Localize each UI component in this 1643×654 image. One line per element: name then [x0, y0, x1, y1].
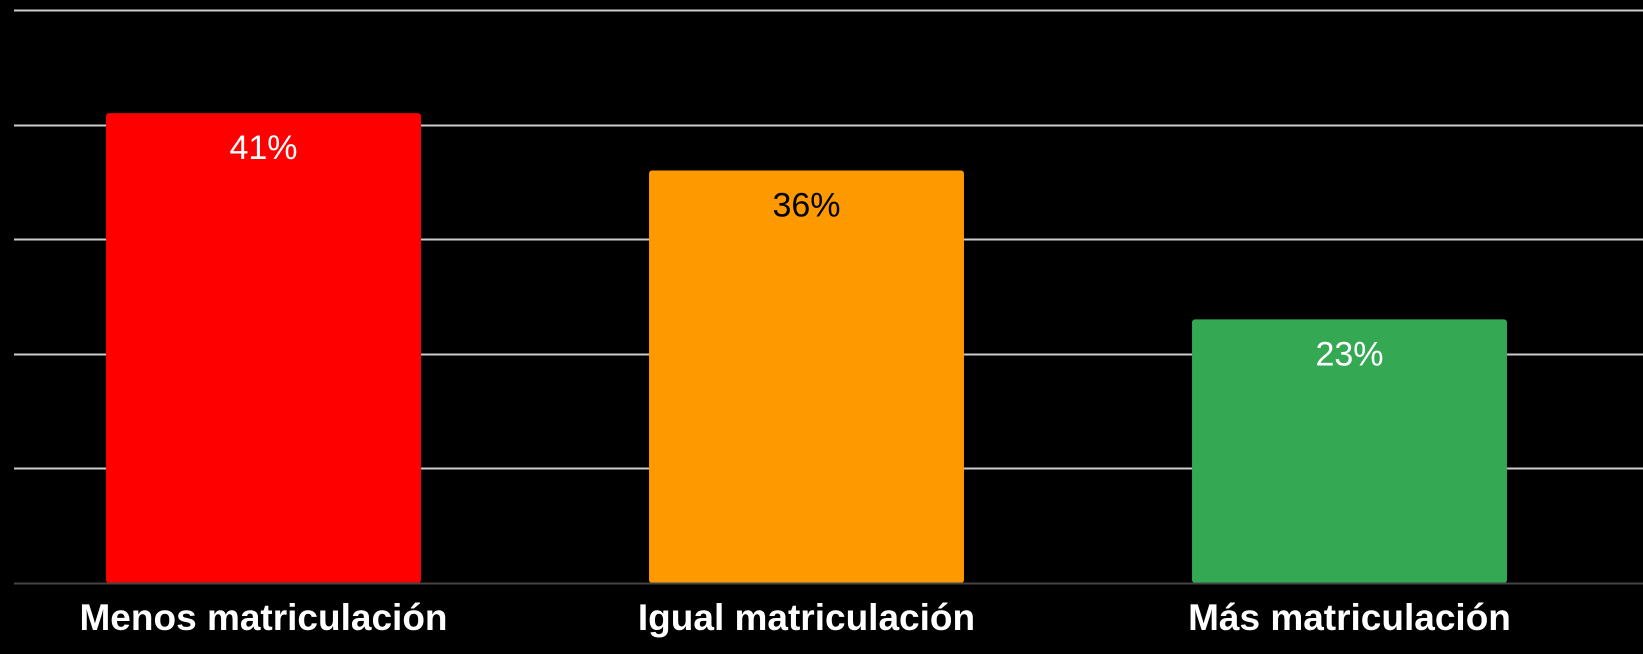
data-label-1: 41%	[229, 129, 297, 167]
bar-2	[649, 170, 964, 583]
bars	[106, 113, 1507, 583]
data-labels: 41% 36% 23%	[229, 129, 1383, 373]
data-label-3: 23%	[1315, 335, 1383, 373]
category-label-3: Más matriculación	[1188, 597, 1511, 638]
bar-1	[106, 113, 421, 583]
bar-3	[1192, 319, 1507, 583]
category-labels: Menos matriculación Igual matriculación Má…	[79, 597, 1510, 638]
category-label-2: Igual matriculación	[638, 597, 975, 638]
data-label-2: 36%	[772, 186, 840, 224]
category-label-1: Menos matriculación	[79, 597, 447, 638]
